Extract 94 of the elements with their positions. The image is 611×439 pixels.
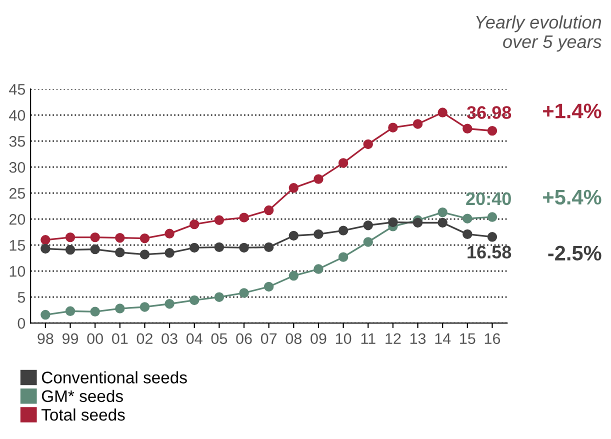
annotation: 20:40 bbox=[466, 192, 511, 206]
point bbox=[214, 292, 224, 302]
point bbox=[388, 122, 398, 132]
point bbox=[338, 158, 348, 168]
point bbox=[264, 282, 274, 292]
x-tick-label: 14 bbox=[435, 333, 451, 344]
point bbox=[239, 212, 249, 222]
x-tick-label: 15 bbox=[460, 333, 476, 344]
point bbox=[40, 235, 50, 245]
point bbox=[190, 219, 200, 230]
point bbox=[288, 270, 299, 281]
x-tick-label: 04 bbox=[186, 333, 202, 344]
point bbox=[65, 232, 76, 242]
legend-label: Total seeds bbox=[41, 408, 125, 421]
data-label: 36.98 bbox=[466, 106, 512, 119]
point bbox=[239, 242, 249, 253]
y-tick-label: 0 bbox=[18, 318, 26, 329]
point bbox=[190, 242, 200, 253]
y-tick-label: 30 bbox=[9, 162, 26, 173]
point bbox=[412, 119, 423, 129]
x-tick-label: 10 bbox=[336, 333, 352, 344]
point bbox=[438, 207, 448, 218]
point bbox=[164, 228, 174, 239]
point bbox=[90, 244, 100, 254]
x-tick-label: 13 bbox=[410, 333, 426, 344]
text: +1.4% bbox=[543, 104, 602, 118]
point bbox=[40, 244, 50, 254]
point bbox=[462, 124, 472, 134]
text: -2.5% bbox=[548, 246, 602, 261]
point bbox=[462, 214, 472, 224]
point bbox=[338, 252, 348, 262]
point bbox=[438, 108, 448, 118]
point bbox=[65, 244, 76, 255]
legend-label: Conventional seeds bbox=[42, 371, 187, 384]
x-tick-label: 02 bbox=[136, 333, 152, 344]
legend-label: GM* seeds bbox=[42, 390, 123, 402]
point bbox=[314, 264, 324, 274]
text: +5.4% bbox=[543, 190, 602, 205]
point bbox=[239, 288, 249, 298]
x-tick-label: 08 bbox=[286, 333, 302, 344]
point bbox=[90, 232, 100, 242]
point bbox=[140, 233, 150, 244]
x-tick-label: 11 bbox=[361, 333, 376, 344]
point bbox=[164, 248, 174, 258]
point bbox=[90, 306, 100, 317]
point bbox=[115, 304, 125, 314]
x-tick-label: 05 bbox=[211, 333, 228, 344]
point bbox=[65, 306, 76, 316]
point bbox=[388, 217, 398, 228]
x-tick-label: 16 bbox=[484, 333, 500, 344]
point bbox=[487, 232, 498, 242]
y-tick-label: 20 bbox=[9, 214, 26, 225]
x-tick-label: 99 bbox=[62, 333, 78, 344]
point bbox=[288, 230, 299, 241]
point bbox=[487, 212, 498, 222]
x-tick-label: 09 bbox=[310, 333, 326, 344]
x-tick-label: 12 bbox=[386, 333, 401, 344]
point bbox=[288, 183, 299, 193]
y-tick-label: 25 bbox=[9, 188, 26, 199]
point bbox=[314, 229, 324, 240]
point bbox=[264, 205, 274, 216]
point bbox=[264, 242, 274, 252]
x-tick-label: 00 bbox=[87, 333, 103, 344]
x-tick-label: 01 bbox=[112, 333, 128, 344]
x-tick-label: 07 bbox=[260, 333, 277, 344]
point bbox=[314, 174, 324, 184]
point bbox=[190, 295, 200, 306]
point bbox=[338, 226, 348, 236]
y-tick-label: 40 bbox=[9, 110, 26, 121]
y-tick-label: 10 bbox=[10, 266, 26, 277]
point bbox=[462, 229, 472, 240]
x-tick-label: 03 bbox=[162, 333, 178, 344]
point bbox=[363, 237, 373, 247]
point bbox=[214, 215, 224, 226]
y-tick-label: 15 bbox=[10, 240, 26, 251]
point bbox=[214, 242, 224, 252]
point bbox=[412, 218, 423, 228]
point bbox=[115, 248, 125, 258]
point bbox=[140, 250, 150, 260]
chart-title: Yearly evolution over 5 years bbox=[476, 15, 602, 52]
y-tick-label: 35 bbox=[9, 136, 26, 147]
data-label: 16.58 bbox=[468, 246, 512, 258]
point bbox=[487, 126, 498, 136]
point bbox=[164, 299, 174, 309]
y-tick-label: 5 bbox=[18, 292, 26, 303]
point bbox=[140, 302, 150, 312]
x-tick-label: 06 bbox=[236, 333, 252, 344]
point bbox=[438, 218, 448, 228]
point bbox=[363, 220, 373, 230]
point bbox=[363, 139, 373, 150]
point bbox=[40, 310, 50, 320]
point bbox=[115, 232, 125, 243]
x-tick-label: 98 bbox=[38, 333, 54, 344]
y-tick-label: 45 bbox=[9, 84, 26, 95]
